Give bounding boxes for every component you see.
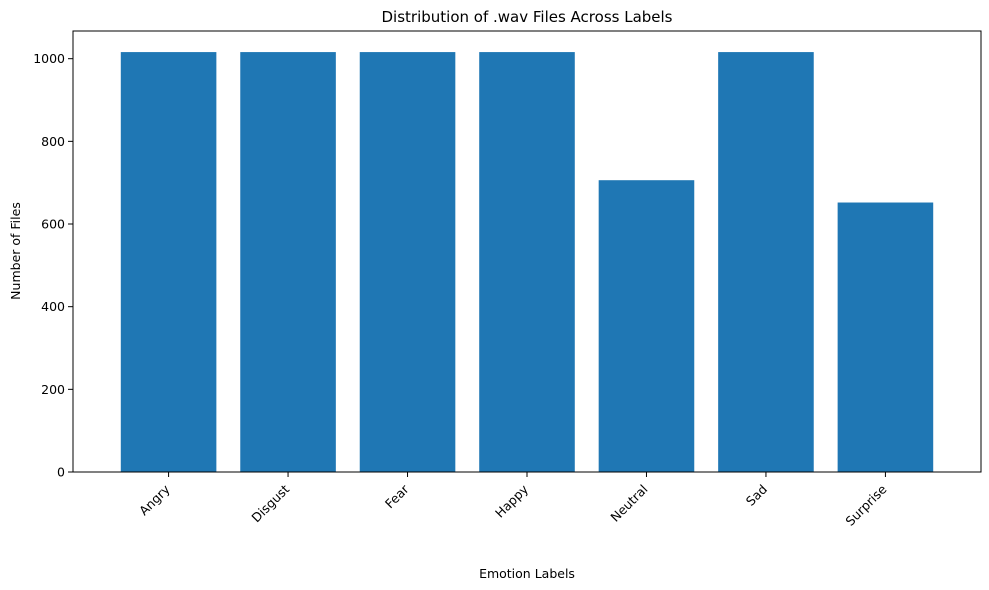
bar-happy	[479, 52, 575, 472]
y-axis-ticks: 0 200 400 600 800 1000	[33, 51, 73, 480]
bars-group	[120, 52, 934, 472]
y-tick-label-0: 0	[57, 465, 65, 480]
bar-disgust	[240, 52, 336, 472]
x-tick-label-neutral: Neutral	[607, 482, 650, 525]
x-axis-label: Emotion Labels	[479, 566, 575, 581]
bar-angry	[120, 52, 217, 472]
y-tick-label-200: 200	[41, 382, 65, 397]
bar-fear	[359, 52, 456, 472]
chart-title: Distribution of .wav Files Across Labels	[382, 8, 673, 26]
x-tick-label-disgust: Disgust	[248, 481, 292, 525]
y-axis-label: Number of Files	[8, 202, 23, 300]
y-tick-label-400: 400	[41, 299, 65, 314]
y-tick-label-600: 600	[41, 217, 65, 232]
bar-surprise	[837, 202, 934, 472]
x-axis-ticks: Angry Disgust Fear Happy Neutral Sad Surprise	[136, 472, 890, 529]
x-tick-label-happy: Happy	[492, 481, 532, 521]
x-tick-label-angry: Angry	[136, 481, 173, 518]
y-tick-label-1000: 1000	[33, 51, 65, 66]
bar-sad	[718, 52, 814, 472]
y-tick-label-800: 800	[41, 134, 65, 149]
x-tick-label-sad: Sad	[743, 482, 770, 509]
plot-frame	[72, 30, 982, 473]
x-tick-label-fear: Fear	[382, 481, 412, 511]
bar-neutral	[598, 180, 695, 472]
x-tick-label-surprise: Surprise	[842, 481, 889, 528]
